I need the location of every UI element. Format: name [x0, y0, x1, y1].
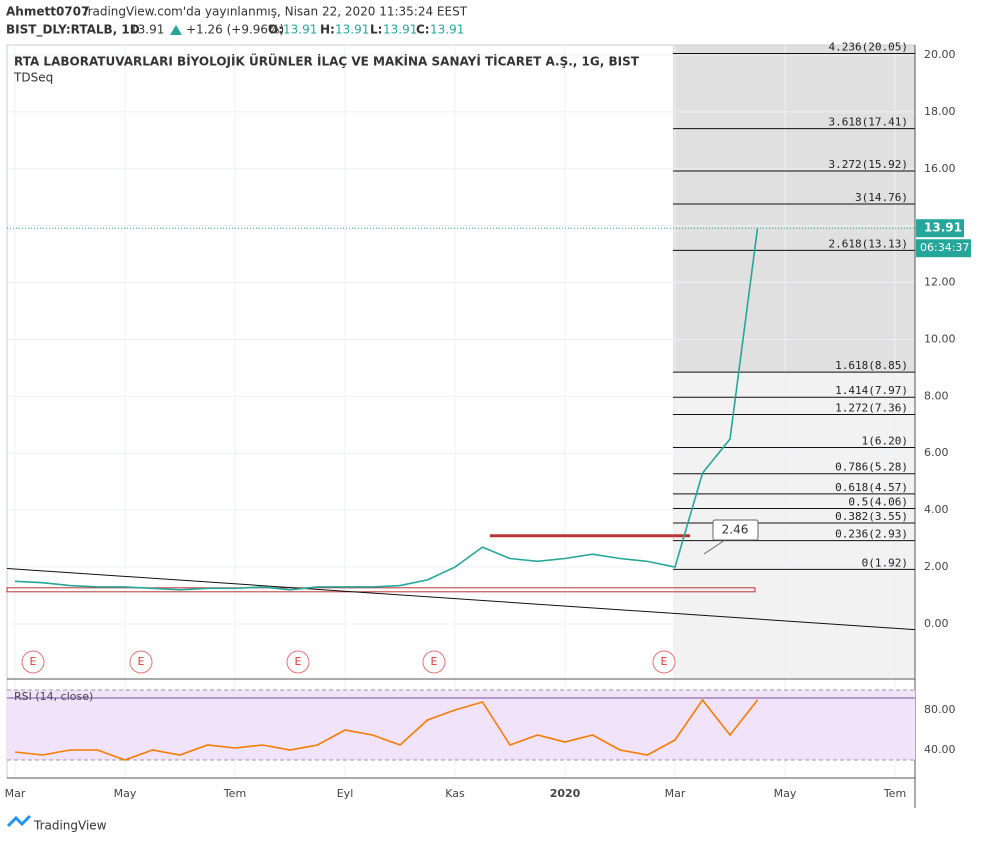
countdown-box [916, 239, 971, 258]
earnings-marker [21, 650, 45, 674]
earnings-label: E [431, 655, 438, 668]
footer: TradingView [33, 819, 107, 833]
y-tick-label: 80.00 [924, 703, 956, 716]
earnings-marker [422, 650, 446, 674]
y-tick-label: 16.00 [924, 162, 956, 175]
fib-label: 0.786(5.28) [835, 461, 908, 474]
author: Ahmett0707 [6, 5, 89, 19]
x-tick-label: Tem [223, 787, 246, 800]
fib-label: 0.5(4.06) [848, 495, 908, 508]
x-tick-label: Tem [883, 787, 906, 800]
logo [6, 814, 32, 828]
x-tick-label: Mar [5, 787, 26, 800]
earnings-marker [286, 650, 310, 674]
fib-label: 1.272(7.36) [835, 402, 908, 415]
chart-title: RTA LABORATUVARLARI BİYOLOJİK ÜRÜNLER İL… [14, 54, 640, 69]
y-tick-label: 2.00 [924, 560, 949, 573]
fib-label: 1.618(8.85) [835, 359, 908, 372]
callout-pointer [703, 539, 726, 555]
l-label: L: [370, 23, 382, 37]
rsi-title: RSI (14, close) [14, 690, 93, 703]
y-tick-label: 20.00 [924, 48, 956, 61]
earnings-marker [652, 650, 676, 674]
y-tick-label: 0.00 [924, 617, 949, 630]
x-tick-label: Kas [445, 787, 465, 800]
price: 13.91 [130, 23, 164, 37]
y-tick-label: 40.00 [924, 743, 956, 756]
fib-label: 0.382(3.55) [835, 510, 908, 523]
fib-label: 0.236(2.93) [835, 528, 908, 541]
fib-label: 0.618(4.57) [835, 481, 908, 494]
up-arrow [170, 25, 182, 35]
x-tick-label: May [114, 787, 137, 800]
o-value: 13.91 [283, 23, 317, 37]
y-tick-label: 18.00 [924, 105, 956, 118]
fib-label: 4.236(20.05) [829, 41, 908, 54]
change: +1.26 (+9.96%) [186, 23, 284, 37]
range-box [6, 587, 756, 593]
earnings-label: E [138, 655, 145, 668]
h-value: 13.91 [335, 23, 369, 37]
y-tick-label: 4.00 [924, 503, 949, 516]
callout-box [712, 519, 759, 541]
h-label: H: [320, 23, 335, 37]
y-tick-label: 6.00 [924, 446, 949, 459]
o-label: O: [268, 23, 283, 37]
y-tick-label: 12.00 [924, 276, 956, 289]
fib-label: 3.272(15.92) [829, 158, 908, 171]
y-tick-label: 8.00 [924, 389, 949, 402]
symbol: BIST_DLY:RTALB, 1D [6, 23, 140, 38]
earnings-marker [129, 650, 153, 674]
earnings-label: E [295, 655, 302, 668]
trend-line [6, 567, 916, 631]
indicator: TDSeq [13, 71, 53, 85]
earnings-label: E [661, 655, 668, 668]
fib-label: 1.414(7.97) [835, 384, 908, 397]
published: TradingView.com'da yayınlanmış, Nisan 22… [81, 5, 468, 19]
annotation: 2.46 [722, 523, 749, 537]
l-value: 13.91 [383, 23, 417, 37]
rsi-band [7, 690, 915, 760]
x-tick-label: Eyl [337, 787, 354, 800]
c-label: C: [416, 23, 430, 37]
last-price-box [916, 219, 964, 238]
x-tick-label: 2020 [550, 787, 581, 800]
c-value: 13.91 [430, 23, 464, 37]
series-line [14, 698, 759, 761]
earnings-label: E [30, 655, 37, 668]
countdown: 06:34:37 [920, 241, 969, 254]
fib-label: 3(14.76) [855, 191, 908, 204]
fib-label: 0(1.92) [862, 556, 908, 569]
series-line [14, 228, 759, 591]
fib-zone-upper [673, 45, 915, 373]
x-tick-label: May [774, 787, 797, 800]
y-tick-label: 10.00 [924, 332, 956, 345]
fib-label: 3.618(17.41) [829, 116, 908, 129]
fib-label: 2.618(13.13) [829, 237, 908, 250]
fib-label: 1(6.20) [862, 435, 908, 448]
last-price: 13.91 [924, 221, 962, 235]
x-tick-label: Mar [665, 787, 686, 800]
